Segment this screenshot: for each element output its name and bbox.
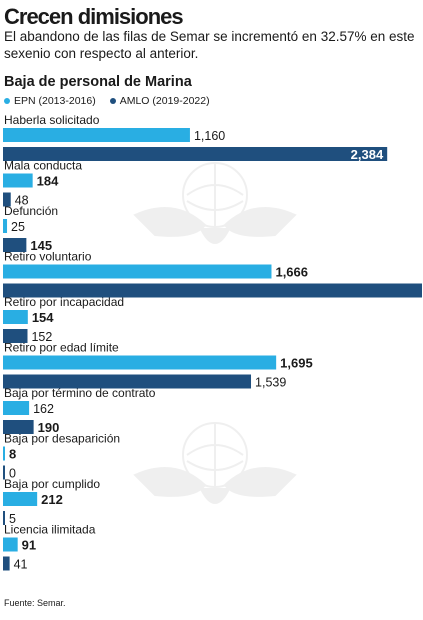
bar-baja-por-termino-de-contrato-epn — [3, 401, 30, 415]
bar-mala-conducta-amlo — [3, 192, 11, 207]
value-label-licencia-ilimitada-epn: 91 — [22, 538, 36, 553]
bar-defuncion-epn — [3, 219, 8, 233]
value-label-baja-por-termino-de-contrato-amlo: 190 — [38, 420, 60, 435]
category-label-licencia-ilimitada: Licencia ilimitada — [4, 523, 96, 537]
category-label-retiro-voluntario: Retiro voluntario — [4, 250, 92, 264]
bar-retiro-voluntario-amlo — [3, 283, 422, 298]
value-label-mala-conducta-amlo: 48 — [15, 194, 29, 208]
bar-baja-por-desaparicion-epn — [3, 446, 5, 461]
value-label-baja-por-desaparicion-amlo: 0 — [9, 467, 16, 481]
navy-emblem-watermark — [133, 162, 297, 504]
value-label-baja-por-termino-de-contrato-epn: 162 — [33, 402, 54, 416]
chart-title: Baja de personal de Marina — [4, 74, 192, 90]
bar-baja-por-desaparicion-amlo — [3, 465, 5, 480]
value-label-retiro-por-edad-limite-amlo: 1,539 — [255, 376, 286, 390]
value-label-baja-por-cumplido-amlo: 5 — [9, 512, 16, 526]
bar-retiro-por-incapacidad-amlo — [3, 329, 28, 343]
bar-licencia-ilimitada-epn — [3, 537, 18, 552]
category-label-retiro-por-incapacidad: Retiro por incapacidad — [4, 295, 124, 309]
value-label-retiro-voluntario-epn: 1,666 — [275, 265, 308, 280]
bar-haberla-solicitado-epn — [3, 128, 190, 142]
page-subtitle: El abandono de las filas de Semar se inc… — [4, 29, 415, 61]
value-label-haberla-solicitado-amlo: 2,384 — [351, 147, 384, 162]
bar-retiro-por-incapacidad-epn — [3, 310, 28, 324]
value-label-retiro-por-incapacidad-amlo: 152 — [31, 330, 52, 344]
value-label-baja-por-desaparicion-epn: 8 — [9, 447, 16, 462]
legend-entry-amlo: AMLO (2019-2022) — [109, 95, 210, 107]
legend-entry-epn: EPN (2013-2016) — [4, 95, 96, 107]
bar-retiro-por-edad-limite-amlo — [3, 374, 252, 389]
bar-retiro-voluntario-epn — [3, 264, 272, 279]
legend-dot-amlo-icon — [109, 98, 116, 104]
chart-bars: Haberla solicitado 1,160 2,384 Mala conduct… — [3, 113, 422, 572]
value-label-licencia-ilimitada-amlo: 41 — [14, 558, 28, 572]
bar-baja-por-termino-de-contrato-amlo — [3, 420, 34, 434]
category-label-baja-por-cumplido: Baja por cumplido — [4, 477, 100, 491]
bar-mala-conducta-epn — [3, 173, 33, 188]
legend-label-amlo: AMLO (2019-2022) — [119, 95, 210, 107]
value-label-mala-conducta-epn: 184 — [37, 174, 59, 189]
value-label-defuncion-epn: 25 — [11, 220, 25, 234]
bar-licencia-ilimitada-amlo — [3, 556, 10, 571]
category-label-retiro-por-edad-limite: Retiro por edad límite — [4, 341, 119, 355]
value-label-haberla-solicitado-epn: 1,160 — [194, 129, 225, 143]
value-label-defuncion-amlo: 145 — [30, 238, 52, 253]
bar-defuncion-amlo — [3, 238, 27, 252]
bar-baja-por-cumplido-amlo — [3, 511, 5, 525]
page-title: Crecen dimisiones — [4, 4, 184, 29]
value-label-retiro-por-edad-limite-epn: 1,695 — [280, 356, 313, 371]
category-label-mala-conducta: Mala conducta — [4, 159, 82, 173]
chart-legend: EPN (2013-2016) AMLO (2019-2022) — [4, 95, 210, 107]
value-label-retiro-por-incapacidad-epn: 154 — [32, 310, 54, 325]
category-label-baja-por-desaparicion: Baja por desaparición — [4, 432, 120, 446]
bar-haberla-solicitado-amlo — [3, 147, 388, 161]
category-label-defuncion: Defunción — [4, 204, 58, 218]
source-note: Fuente: Semar. — [4, 598, 66, 608]
bar-retiro-por-edad-limite-epn — [3, 355, 277, 370]
legend-label-epn: EPN (2013-2016) — [14, 95, 96, 107]
bar-baja-por-cumplido-epn — [3, 492, 38, 506]
category-label-baja-por-termino-de-contrato: Baja por término de contrato — [4, 386, 156, 400]
value-label-baja-por-cumplido-epn: 212 — [41, 492, 63, 507]
legend-dot-epn-icon — [4, 98, 10, 104]
category-label-haberla-solicitado: Haberla solicitado — [4, 113, 100, 127]
bar-chart: Haberla solicitado 1,160 2,384 Mala conduct… — [3, 113, 422, 572]
